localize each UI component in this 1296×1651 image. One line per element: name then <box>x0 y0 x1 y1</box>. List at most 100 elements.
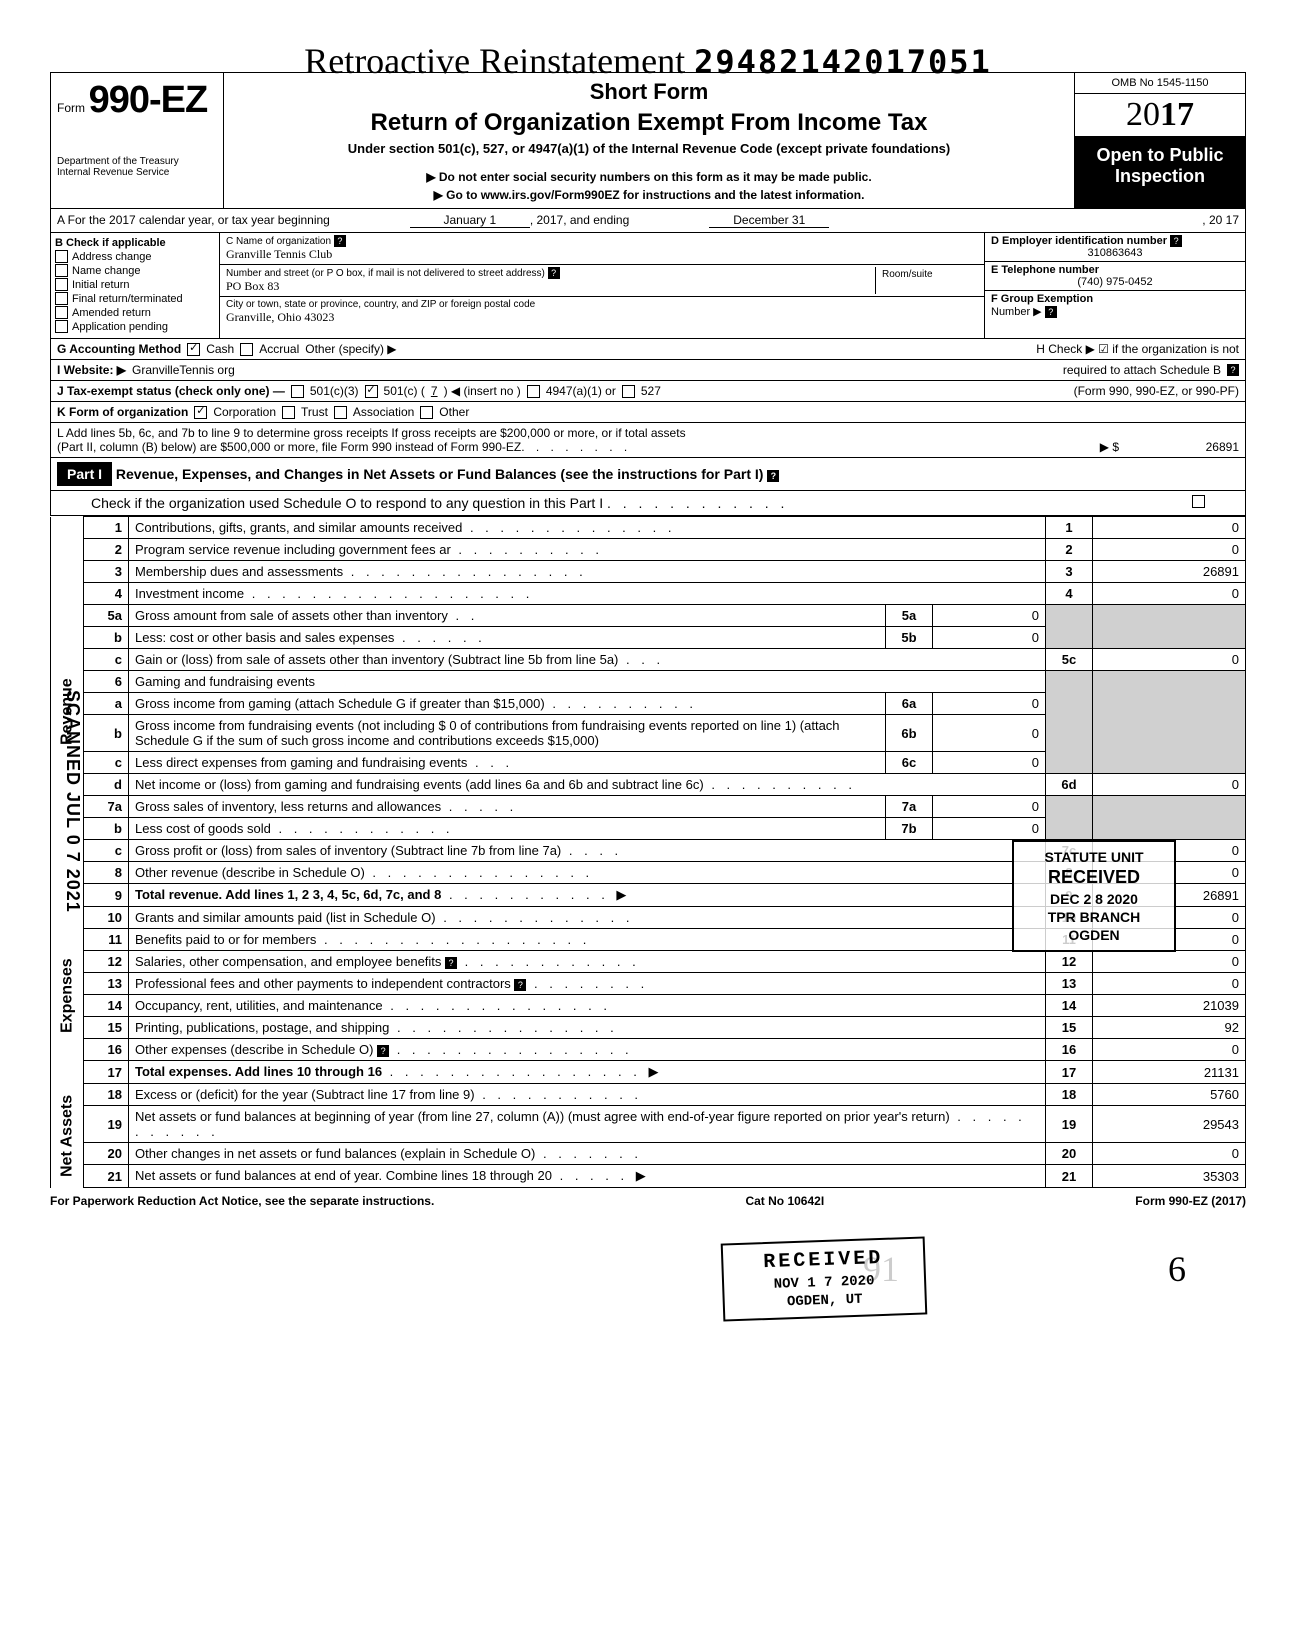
received-stamp-1: STATUTE UNIT RECEIVED DEC 2 8 2020 TPR B… <box>1012 840 1176 952</box>
l2-ln: 2 <box>1046 539 1093 561</box>
l19-desc: Net assets or fund balances at beginning… <box>135 1109 950 1124</box>
stamp1-l3: DEC 2 8 2020 <box>1024 890 1164 908</box>
row-i-label: I Website: ▶ <box>57 363 126 377</box>
l3-num: 3 <box>84 561 129 583</box>
l8-num: 8 <box>84 862 129 884</box>
trust-label: Trust <box>301 405 328 419</box>
help-icon[interactable]: ? <box>445 957 457 969</box>
l21-desc: Net assets or fund balances at end of ye… <box>135 1168 552 1183</box>
l13-val: 0 <box>1093 973 1246 995</box>
row-l-text2: (Part II, column (B) below) are $500,000… <box>57 440 521 454</box>
help-icon[interactable]: ? <box>548 267 560 279</box>
org-name-label: C Name of organization <box>226 236 331 247</box>
dept-treasury: Department of the Treasury <box>57 156 217 167</box>
l6c-mini: 6c <box>886 752 933 774</box>
chk-address[interactable] <box>55 250 68 263</box>
l6c-num: c <box>84 752 129 774</box>
chk-name[interactable] <box>55 264 68 277</box>
corp-label: Corporation <box>213 405 276 419</box>
chk-assoc[interactable] <box>334 406 347 419</box>
part1-label: Part I <box>57 462 112 486</box>
l6d-val: 0 <box>1093 774 1246 796</box>
help-icon[interactable]: ? <box>1045 306 1057 318</box>
l10-desc: Grants and similar amounts paid (list in… <box>135 910 436 925</box>
l5a-mini: 5a <box>886 605 933 627</box>
help-icon[interactable]: ? <box>514 979 526 991</box>
help-icon[interactable]: ? <box>334 235 346 247</box>
l6-shade-val <box>1093 671 1246 774</box>
l20-desc: Other changes in net assets or fund bala… <box>135 1146 535 1161</box>
help-icon[interactable]: ? <box>1227 364 1239 376</box>
directive-url: ▶ Go to www.irs.gov/Form990EZ for instru… <box>234 188 1064 202</box>
city-value: Granville, Ohio 43023 <box>226 310 978 325</box>
stamp1-l4: TPR BRANCH <box>1024 908 1164 926</box>
chk-4947[interactable] <box>527 385 540 398</box>
row-j-label: J Tax-exempt status (check only one) — <box>57 384 285 398</box>
chk-527[interactable] <box>622 385 635 398</box>
l1-num: 1 <box>84 517 129 539</box>
dept-irs: Internal Revenue Service <box>57 167 217 178</box>
assoc-label: Association <box>353 405 414 419</box>
l7a-desc: Gross sales of inventory, less returns a… <box>135 799 441 814</box>
l1-val: 0 <box>1093 517 1246 539</box>
help-icon[interactable]: ? <box>377 1045 389 1057</box>
l13-ln: 13 <box>1046 973 1093 995</box>
directive-ssn: ▶ Do not enter social security numbers o… <box>234 170 1064 184</box>
chk-other-org[interactable] <box>420 406 433 419</box>
short-form-label: Short Form <box>234 79 1064 105</box>
l18-desc: Excess or (deficit) for the year (Subtra… <box>135 1087 475 1102</box>
l18-ln: 18 <box>1046 1084 1093 1106</box>
opt-501c: 501(c) ( <box>384 384 425 398</box>
chk-accrual[interactable] <box>240 343 253 356</box>
chk-pending[interactable] <box>55 320 68 333</box>
chk-501c[interactable] <box>365 385 378 398</box>
phone-value: (740) 975-0452 <box>991 276 1239 288</box>
l6a-minival: 0 <box>933 693 1046 715</box>
chk-schedule-o[interactable] <box>1192 495 1205 508</box>
l14-num: 14 <box>84 995 129 1017</box>
row-a-begin: January 1 <box>410 213 530 228</box>
l5b-num: b <box>84 627 129 649</box>
l16-ln: 16 <box>1046 1039 1093 1061</box>
l6a-desc: Gross income from gaming (attach Schedul… <box>135 696 545 711</box>
chk-corp[interactable] <box>194 406 207 419</box>
help-icon[interactable]: ? <box>767 470 779 482</box>
l7c-desc: Gross profit or (loss) from sales of inv… <box>135 843 561 858</box>
section-bcd: B Check if applicable Address change Nam… <box>50 233 1246 339</box>
l12-val: 0 <box>1093 951 1246 973</box>
l9-desc: Total revenue. Add lines 1, 2 3, 4, 5c, … <box>135 887 441 902</box>
part1-check-line: Check if the organization used Schedule … <box>50 491 1246 516</box>
l6b-desc: Gross income from fundraising events (no… <box>135 718 840 748</box>
chk-initial[interactable] <box>55 278 68 291</box>
l7b-num: b <box>84 818 129 840</box>
chk-501c3[interactable] <box>291 385 304 398</box>
group-number-label: Number ▶ <box>991 306 1042 318</box>
stamp1-l1: STATUTE UNIT <box>1024 848 1164 866</box>
other-label: Other (specify) ▶ <box>305 342 396 356</box>
l7ab-shade-val <box>1093 796 1246 840</box>
header-row: Form 990-EZ Department of the Treasury I… <box>50 72 1246 209</box>
chk-amended-label: Amended return <box>72 307 151 319</box>
help-icon[interactable]: ? <box>1170 235 1182 247</box>
chk-final[interactable] <box>55 292 68 305</box>
l5b-minival: 0 <box>933 627 1046 649</box>
l19-ln: 19 <box>1046 1106 1093 1143</box>
l18-val: 5760 <box>1093 1084 1246 1106</box>
chk-trust[interactable] <box>282 406 295 419</box>
chk-cash[interactable] <box>187 343 200 356</box>
page-number-handwritten: 91 6 <box>50 1248 1246 1290</box>
l7a-minival: 0 <box>933 796 1046 818</box>
chk-address-label: Address change <box>72 251 152 263</box>
l7a-mini: 7a <box>886 796 933 818</box>
form-prefix: Form <box>57 101 85 115</box>
header-right: OMB No 1545-1150 2017 Open to Public Ins… <box>1074 73 1245 208</box>
l12-num: 12 <box>84 951 129 973</box>
revenue-side-label: Revenue <box>51 517 84 907</box>
l5ab-shade <box>1046 605 1093 649</box>
l15-desc: Printing, publications, postage, and shi… <box>135 1020 389 1035</box>
part1-header-row: Part I Revenue, Expenses, and Changes in… <box>50 458 1246 491</box>
l5ab-shade-val <box>1093 605 1246 649</box>
col-c-org-info: C Name of organization ? Granville Tenni… <box>220 233 985 338</box>
footer-mid: Cat No 10642I <box>745 1194 824 1208</box>
chk-amended[interactable] <box>55 306 68 319</box>
